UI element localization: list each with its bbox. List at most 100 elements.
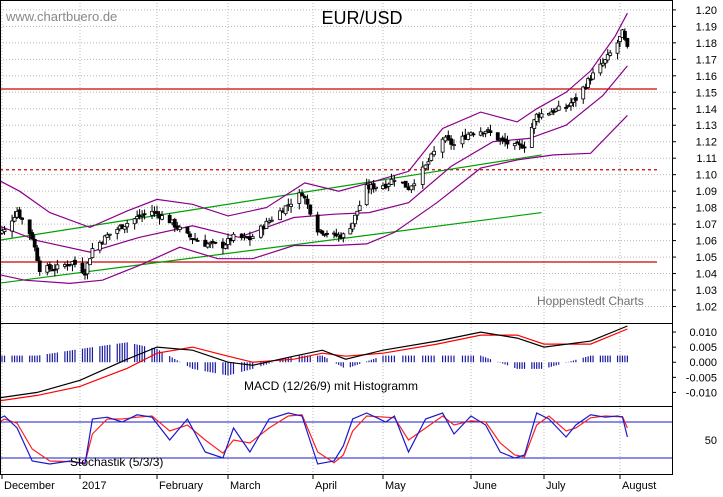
candle-body <box>556 105 561 111</box>
candle <box>52 263 57 277</box>
candle-body <box>142 213 147 216</box>
price-tick-label: 1.07 <box>696 219 717 231</box>
candle <box>193 233 197 241</box>
price-tick-label: 1.19 <box>696 21 717 33</box>
candle-body <box>264 220 269 229</box>
candle <box>583 83 588 90</box>
candle <box>115 227 120 240</box>
macd-tick-label: 0.000 <box>689 357 717 369</box>
candle-body <box>412 183 417 187</box>
macd-signal-line <box>0 328 628 402</box>
candle <box>73 256 77 268</box>
candle <box>623 28 627 42</box>
candle <box>105 232 110 239</box>
price-tick-label: 1.09 <box>696 186 717 198</box>
candle <box>355 210 360 221</box>
candle-body <box>583 87 588 89</box>
candle-body <box>97 241 102 251</box>
candle-body <box>341 233 346 239</box>
candle-body <box>226 238 230 245</box>
candle <box>250 233 255 240</box>
trend-line <box>0 154 542 241</box>
candle-body <box>532 119 537 129</box>
candle <box>315 211 320 236</box>
candle <box>449 135 454 150</box>
x-tick-label: April <box>315 480 337 492</box>
candle-body <box>355 210 360 216</box>
candle <box>55 259 60 274</box>
candle <box>600 57 605 68</box>
candle <box>534 112 539 126</box>
candle-body <box>364 184 369 206</box>
panel-frames: December 2017 February March April May June Jul… <box>0 0 673 492</box>
candle <box>172 217 177 233</box>
candle <box>605 49 610 63</box>
candle <box>503 132 507 147</box>
candle <box>517 139 522 151</box>
candle-body <box>357 205 362 212</box>
candle <box>488 124 493 137</box>
credit-label: Hoppenstedt Charts <box>537 294 644 308</box>
price-tick-label: 1.18 <box>696 38 717 50</box>
candle <box>278 207 282 221</box>
x-tick-label: July <box>546 480 566 492</box>
candle-body <box>297 192 302 204</box>
candle <box>155 205 159 219</box>
candle-body <box>315 214 320 233</box>
candle-body <box>115 228 120 234</box>
candle-body <box>155 211 159 215</box>
x-tick-label: August <box>622 480 656 492</box>
candle-body <box>208 242 213 245</box>
candle <box>625 37 630 49</box>
candle-body <box>625 38 630 47</box>
candle <box>598 58 603 76</box>
candle <box>478 127 483 137</box>
candle <box>210 238 215 249</box>
candle <box>471 132 476 138</box>
candle-body <box>517 143 522 146</box>
candle <box>2 225 7 235</box>
price-tick-label: 1.14 <box>696 104 717 116</box>
candle <box>371 179 376 193</box>
candle-body <box>185 226 190 234</box>
candle-body <box>203 239 208 247</box>
price-tick-label: 1.08 <box>696 203 717 215</box>
candle-body <box>598 63 603 74</box>
candle-body <box>231 233 236 241</box>
candle-body <box>213 241 218 244</box>
price-tick-label: 1.03 <box>696 285 717 297</box>
candle-body <box>615 42 620 54</box>
candle <box>440 137 445 159</box>
candle-body <box>374 186 378 189</box>
stochastic-tick-label: 50 <box>705 435 717 447</box>
candle-body <box>88 258 92 266</box>
candle <box>389 173 394 186</box>
candle <box>259 224 263 239</box>
candle <box>426 157 431 170</box>
candle-body <box>32 238 37 248</box>
candle <box>452 139 456 151</box>
candle-body <box>105 234 110 238</box>
candle-body <box>205 243 210 248</box>
candle <box>409 185 414 194</box>
candle-body <box>581 86 586 100</box>
candle-body <box>446 135 451 140</box>
candle-body <box>210 240 215 243</box>
candle <box>223 242 228 250</box>
price-tick-label: 1.02 <box>696 302 717 314</box>
candle <box>125 219 130 233</box>
candle <box>483 130 488 138</box>
price-tick-label: 1.15 <box>696 87 717 99</box>
candle <box>520 139 524 149</box>
candle <box>586 76 591 89</box>
candle <box>364 178 369 207</box>
candle <box>529 122 534 149</box>
candle <box>495 132 500 141</box>
candle <box>615 39 620 60</box>
candle-body <box>47 264 52 270</box>
candle-body <box>549 111 554 115</box>
candle <box>386 182 391 192</box>
candle <box>132 217 137 230</box>
candle-body <box>573 97 578 101</box>
